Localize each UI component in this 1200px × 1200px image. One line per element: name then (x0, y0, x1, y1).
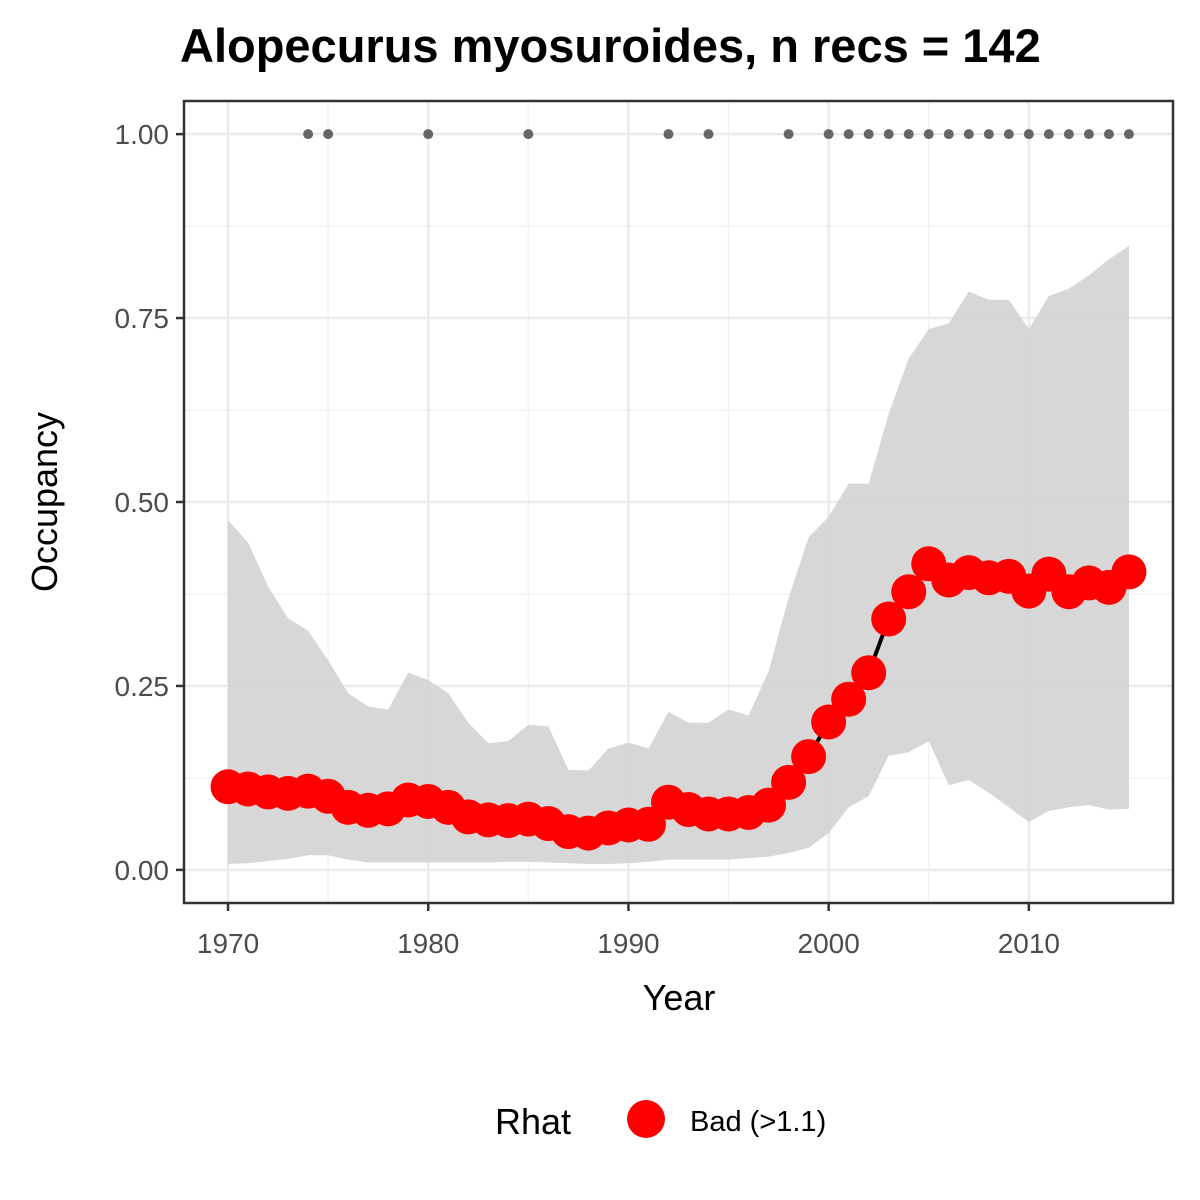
occupancy-point (791, 739, 827, 775)
x-tick-label: 1980 (397, 928, 459, 959)
x-tick-label: 2000 (798, 928, 860, 959)
occupancy-point (1111, 554, 1147, 590)
x-axis: 1970 1980 1990 2000 2010 (197, 903, 1060, 959)
y-tick-label: 0.00 (115, 855, 170, 886)
plot-panel (182, 99, 1175, 905)
record-dot (303, 129, 314, 140)
record-dot (883, 129, 894, 140)
occupancy-point (751, 787, 787, 823)
record-dot (963, 129, 974, 140)
record-dot (923, 129, 934, 140)
record-dot (1103, 129, 1114, 140)
record-dot (903, 129, 914, 140)
legend-label-bad: Bad (>1.1) (690, 1106, 826, 1138)
x-tick-label: 1970 (197, 928, 259, 959)
record-dot (663, 129, 674, 140)
record-dot (823, 129, 834, 140)
occupancy-point (851, 655, 887, 691)
occupancy-point (811, 704, 847, 740)
occupancy-point (871, 601, 907, 637)
record-dot (783, 129, 794, 140)
record-dot (1063, 129, 1074, 140)
record-dot (703, 129, 714, 140)
record-dot (983, 129, 994, 140)
record-dot (523, 129, 534, 140)
y-tick-label: 0.50 (115, 487, 170, 518)
record-dot (843, 129, 854, 140)
legend: Rhat Bad (>1.1) (495, 1100, 826, 1142)
record-dot (1043, 129, 1054, 140)
record-dot (1083, 129, 1094, 140)
occupancy-point (831, 681, 867, 717)
record-dot (1123, 129, 1134, 140)
x-axis-title: Year (643, 977, 716, 1018)
record-dot (863, 129, 874, 140)
chart-title: Alopecurus myosuroides, n recs = 142 (180, 19, 1041, 72)
record-dot (1023, 129, 1034, 140)
occupancy-point (771, 764, 807, 800)
record-dot (423, 129, 434, 140)
credible-interval-ribbon (228, 245, 1129, 864)
y-tick-label: 0.75 (115, 303, 170, 334)
y-tick-label: 1.00 (115, 119, 170, 150)
occupancy-point (891, 574, 927, 610)
record-dot (943, 129, 954, 140)
y-axis-title: Occupancy (24, 412, 65, 592)
record-dot (1003, 129, 1014, 140)
record-dot (323, 129, 334, 140)
x-tick-label: 1990 (597, 928, 659, 959)
x-tick-label: 2010 (998, 928, 1060, 959)
y-axis: 0.00 0.25 0.50 0.75 1.00 (115, 119, 184, 886)
legend-title: Rhat (495, 1101, 571, 1142)
legend-key-bad (627, 1100, 665, 1138)
y-tick-label: 0.25 (115, 671, 170, 702)
